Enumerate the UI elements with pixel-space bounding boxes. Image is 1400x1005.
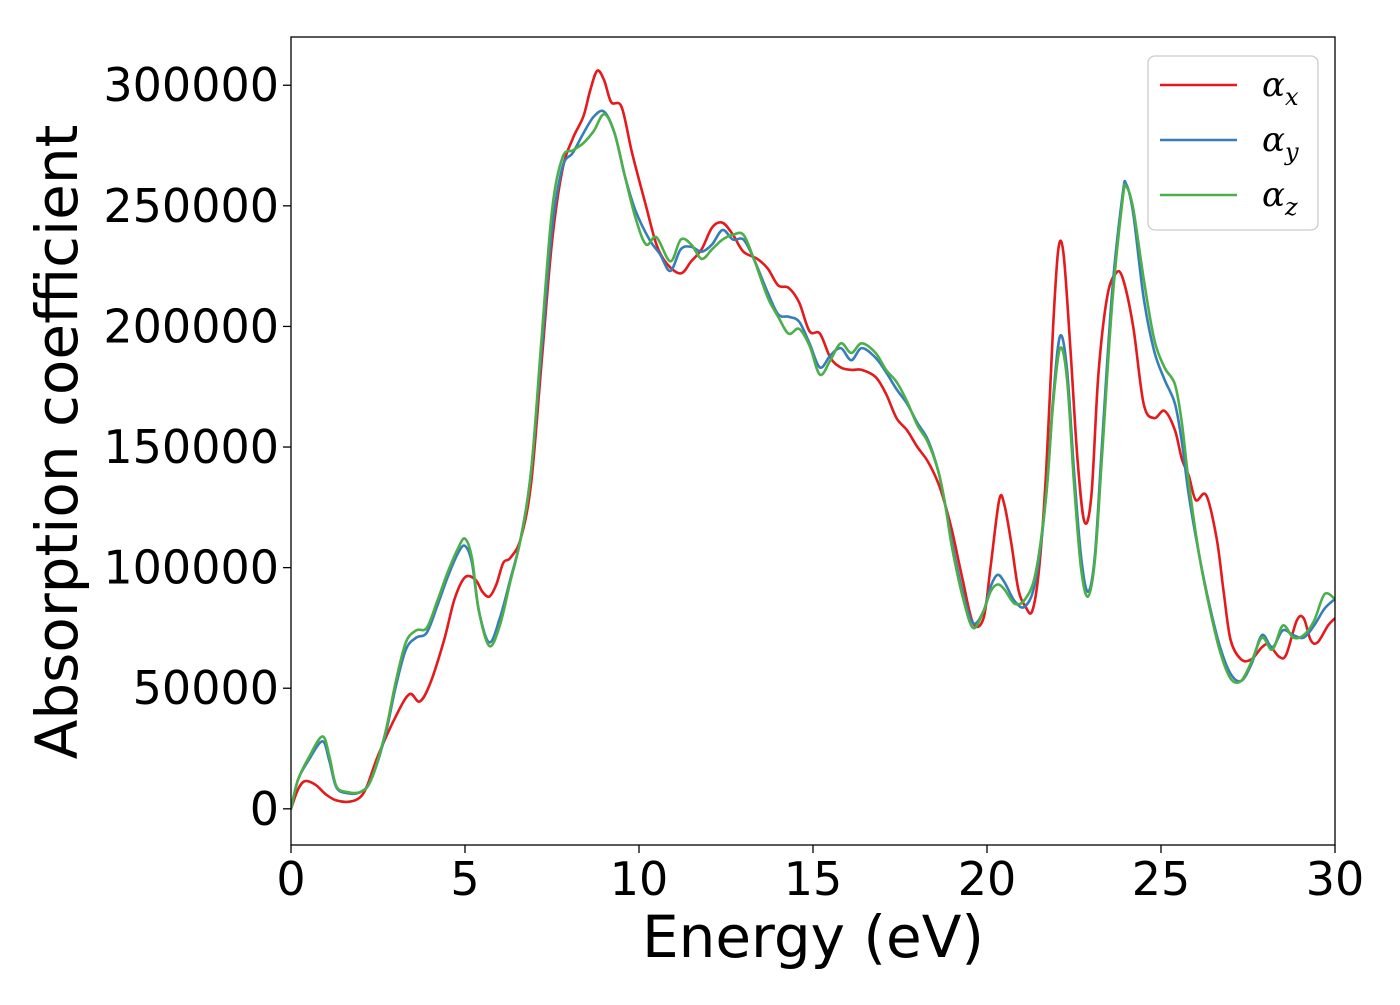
y-tick-label: 250000 bbox=[103, 179, 279, 233]
series-layer bbox=[291, 69, 1335, 811]
x-axis-ticks: 0 5 10 15 20 25 30 bbox=[276, 845, 1364, 906]
legend-label-z: αz bbox=[1262, 175, 1298, 221]
x-tick-label: 15 bbox=[784, 852, 843, 906]
y-tick-label: 200000 bbox=[103, 299, 279, 353]
y-axis-title: Absorption coefficient bbox=[23, 125, 91, 760]
y-tick-label: 50000 bbox=[133, 661, 279, 715]
series-line-z bbox=[291, 112, 1335, 811]
x-tick-label: 25 bbox=[1132, 852, 1191, 906]
x-tick-label: 20 bbox=[958, 852, 1017, 906]
x-axis-title: Energy (eV) bbox=[642, 903, 984, 971]
y-tick-label: 0 bbox=[250, 782, 279, 836]
x-tick-label: 10 bbox=[610, 852, 669, 906]
legend-box bbox=[1147, 55, 1319, 231]
y-tick-label: 100000 bbox=[103, 541, 279, 595]
series-line-x bbox=[291, 69, 1335, 811]
x-tick-label: 0 bbox=[276, 852, 305, 906]
x-tick-label: 30 bbox=[1306, 852, 1365, 906]
y-axis-ticks: 0 50000 100000 150000 200000 250000 300000 bbox=[103, 58, 291, 836]
y-tick-label: 300000 bbox=[103, 58, 279, 112]
y-tick-label: 150000 bbox=[103, 420, 279, 474]
x-tick-label: 5 bbox=[450, 852, 479, 906]
